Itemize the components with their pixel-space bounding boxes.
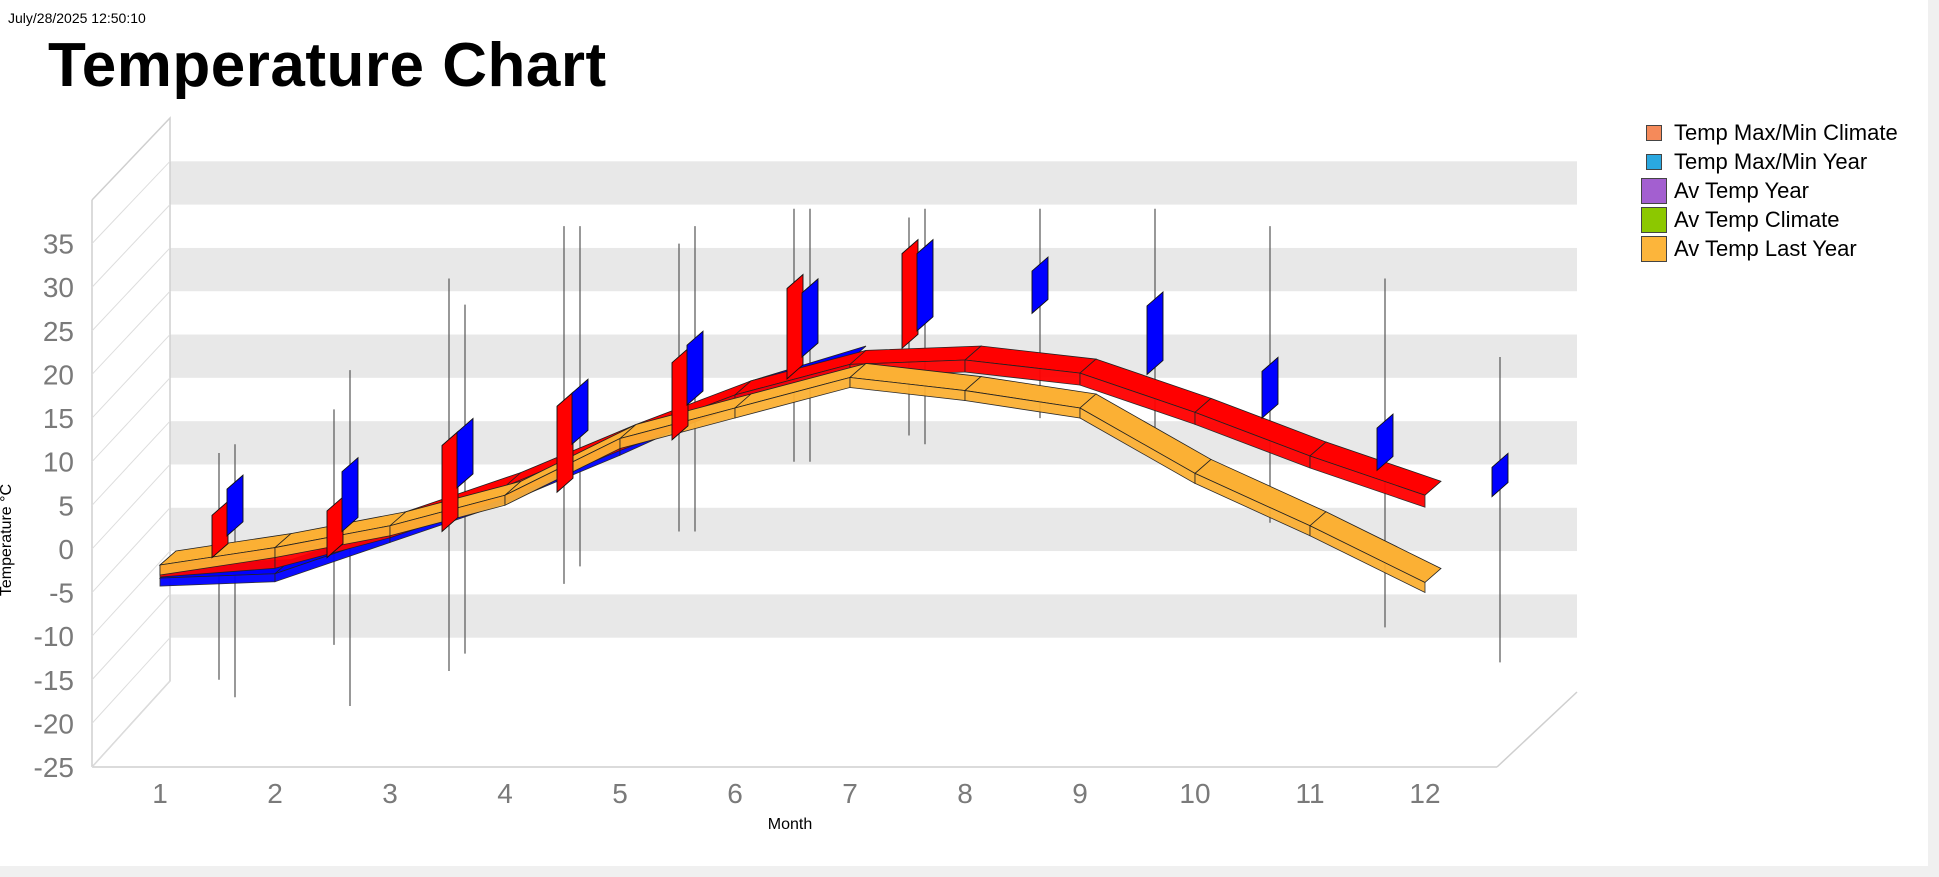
range-bar-climate xyxy=(786,273,804,380)
legend-item: Temp Max/Min Year xyxy=(1640,147,1898,176)
legend-item: Temp Max/Min Climate xyxy=(1640,118,1898,147)
x-tick-label: 6 xyxy=(727,778,743,809)
depth-gridline xyxy=(91,680,171,768)
square-swatch-icon xyxy=(1640,177,1668,205)
legend-label: Av Temp Last Year xyxy=(1674,235,1857,261)
range-marker-icon xyxy=(1640,148,1668,176)
legend-item: Av Temp Last Year xyxy=(1640,234,1898,263)
depth-gridline xyxy=(91,160,171,244)
x-tick-label: 10 xyxy=(1179,778,1210,809)
x-axis-title: Month xyxy=(768,816,812,833)
legend-item: Av Temp Year xyxy=(1640,176,1898,205)
depth-gridline xyxy=(91,290,171,375)
range-bar-year xyxy=(1491,452,1509,498)
depth-gridline xyxy=(91,594,171,681)
x-tick-label: 5 xyxy=(612,778,628,809)
grid-band xyxy=(170,247,1577,292)
y-tick-label: 15 xyxy=(43,403,74,434)
y-tick-label: -25 xyxy=(34,752,74,783)
square-swatch-icon xyxy=(1640,235,1668,263)
grid-band xyxy=(170,594,1577,638)
depth-gridline xyxy=(91,204,171,288)
range-bar-climate xyxy=(211,500,229,559)
y-tick-label: -20 xyxy=(34,708,74,739)
legend-label: Av Temp Year xyxy=(1674,177,1809,203)
depth-gridline xyxy=(91,420,171,506)
depth-gridline xyxy=(91,550,171,637)
depth-gridline xyxy=(91,464,171,550)
depth-gridline xyxy=(91,334,171,419)
depth-gridline xyxy=(91,377,171,463)
range-bar-year xyxy=(1146,290,1164,376)
left-wall-outline xyxy=(91,116,171,768)
x-tick-label: 4 xyxy=(497,778,513,809)
range-bar-climate xyxy=(556,391,574,494)
x-tick-label: 2 xyxy=(267,778,283,809)
range-bar-year xyxy=(226,474,244,537)
x-tick-label: 12 xyxy=(1409,778,1440,809)
range-bar-year xyxy=(1376,413,1394,472)
range-bar-year xyxy=(456,417,474,489)
range-bar-year xyxy=(341,456,359,533)
x-tick-label: 8 xyxy=(957,778,973,809)
y-tick-label: 30 xyxy=(43,272,74,303)
x-axis-ticks: 1 2 3 4 5 6 7 8 9 10 11 12 xyxy=(152,778,1440,809)
y-tick-label: -5 xyxy=(49,578,74,609)
x-tick-label: 11 xyxy=(1295,778,1324,809)
grid-bands xyxy=(170,161,1577,638)
page-title: Temperature Chart xyxy=(48,31,607,100)
series-segment-side xyxy=(1309,455,1426,508)
y-tick-label: 0 xyxy=(58,534,74,565)
legend-label: Temp Max/Min Climate xyxy=(1674,119,1898,145)
range-bar-year xyxy=(916,238,934,332)
range-bar-year xyxy=(801,277,819,359)
range-bar-year xyxy=(571,378,589,446)
series-segment-side xyxy=(1309,525,1426,594)
depth-gridline xyxy=(91,507,171,593)
x-tick-label: 9 xyxy=(1072,778,1088,809)
x-tick-label: 7 xyxy=(842,778,858,809)
y-tick-label: -15 xyxy=(34,665,74,696)
y-axis-title: Temperature °C xyxy=(0,484,15,596)
range-marker-icon xyxy=(1640,119,1668,147)
square-swatch-icon xyxy=(1640,206,1668,234)
grid-band xyxy=(170,161,1577,205)
chart-walls xyxy=(91,116,1578,768)
y-tick-label: 5 xyxy=(58,490,74,521)
y-axis-ticks: 35 30 25 20 15 10 5 0 -5 -10 -15 -20 -25 xyxy=(34,229,74,783)
timestamp: July/28/2025 12:50:10 xyxy=(8,10,146,26)
legend-label: Av Temp Climate xyxy=(1674,206,1840,232)
y-tick-label: 35 xyxy=(43,229,74,260)
y-tick-label: 25 xyxy=(43,316,74,347)
range-bar-year xyxy=(686,330,704,406)
range-bar-climate xyxy=(901,238,919,350)
y-tick-label: 20 xyxy=(43,359,74,390)
y-tick-label: 10 xyxy=(43,447,74,478)
legend: Temp Max/Min Climate Temp Max/Min Year Av … xyxy=(1640,118,1898,263)
range-bars-layer xyxy=(211,238,1509,559)
range-bar-climate xyxy=(671,347,689,441)
legend-label: Temp Max/Min Year xyxy=(1674,148,1868,174)
y-tick-label: -10 xyxy=(34,621,74,652)
range-bar-climate xyxy=(441,430,459,533)
depth-gridline xyxy=(91,637,171,724)
floor-right-edge xyxy=(1496,691,1578,768)
legend-item: Av Temp Climate xyxy=(1640,205,1898,234)
range-bar-climate xyxy=(326,495,344,559)
x-tick-label: 1 xyxy=(152,778,168,809)
x-tick-label: 3 xyxy=(382,778,398,809)
depth-gridline xyxy=(91,247,171,332)
range-bar-year xyxy=(1031,256,1049,315)
range-bar-year xyxy=(1261,356,1279,420)
